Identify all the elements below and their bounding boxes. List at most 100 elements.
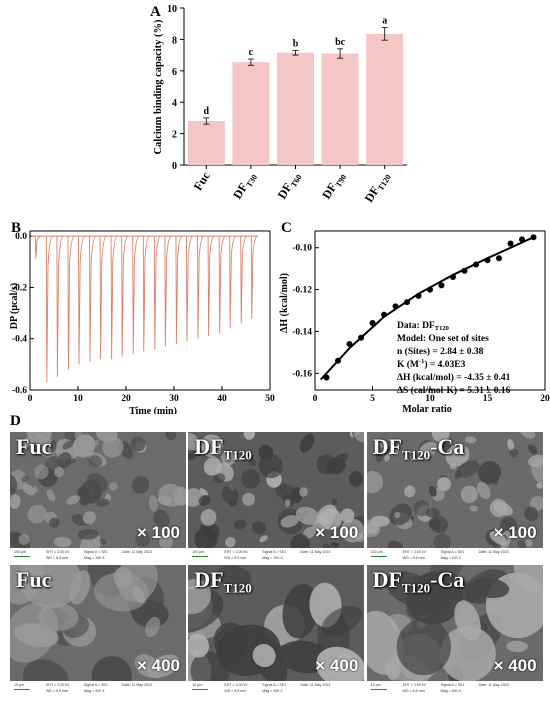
sem-particle <box>234 519 247 530</box>
sem-particle <box>490 474 499 485</box>
sem-particle <box>296 506 320 525</box>
sem-info-text: Mag = 400 X <box>440 689 462 693</box>
x-tick-label: 15 <box>483 394 493 404</box>
injection-peak <box>153 235 161 349</box>
sem-particle <box>148 494 158 512</box>
sem-magnification-label: × 100 <box>136 523 180 542</box>
sem-particle <box>204 457 222 476</box>
sem-particle <box>48 517 60 528</box>
sem-particle <box>188 578 212 615</box>
sem-info-text: WD = 8.5 mm <box>46 556 69 560</box>
y-tick-label: -0.2 <box>12 283 27 293</box>
sem-particle <box>252 520 267 535</box>
data-point <box>473 261 479 268</box>
injection-peak <box>67 235 75 370</box>
sem-info-text: WD = 8.5 mm <box>46 689 69 693</box>
sem-info-bar: 100 μm EHT = 3.00 kV WD = 8.5 mm Signal A =… <box>366 548 543 563</box>
sem-particle <box>21 475 29 483</box>
sem-particle <box>199 488 209 497</box>
sem-particle <box>432 533 451 548</box>
sem-magnification-label: × 400 <box>493 656 537 675</box>
sem-particle <box>508 448 519 458</box>
sem-particle <box>135 531 151 547</box>
sem-texture <box>10 565 180 681</box>
injection-peak <box>45 235 53 383</box>
sem-particle <box>22 659 69 681</box>
sem-particle <box>375 453 384 462</box>
sem-scale-bar <box>14 556 30 557</box>
sem-info-text: Mag = 100 X <box>440 556 462 560</box>
y-tick-label: 4 <box>172 98 177 109</box>
sem-texture <box>188 565 365 681</box>
x-tick-label: 30 <box>169 394 179 404</box>
significance-letter: a <box>382 16 387 27</box>
x-tick-label: DFT60 <box>275 169 304 202</box>
sem-sample-label: DFT120 <box>194 434 252 463</box>
injection-peak <box>78 235 85 365</box>
y-tick-label: 0 <box>172 161 177 172</box>
sem-particle <box>387 449 398 456</box>
data-point <box>461 267 468 274</box>
sem-particle <box>38 603 79 631</box>
sem-particle <box>66 495 81 505</box>
sem-particle <box>413 499 430 517</box>
calcium-binding-bar-chart: Calcium binding capacity (%) 0 2 4 6 8 10 d Fuc… <box>153 4 407 205</box>
sem-micrograph: DFT120 × 100 100 μm EHT = 3.00 kV WD = 8.5 m… <box>188 432 365 563</box>
sem-particle <box>241 469 261 489</box>
sem-info-bar: 10 μm EHT = 3.00 kV WD = 8.5 mm Signal A = … <box>366 681 543 696</box>
sem-particle <box>322 543 331 548</box>
sem-sample-label: DFT120 <box>194 567 252 596</box>
data-point <box>530 234 537 241</box>
annotation-n: n (Sites) = 2.84 ± 0.38 <box>397 346 484 357</box>
itc-thermogram-chart: DP (μcal/s) Time (min) 0 10 20 30 40 50 0.0 -0.… <box>9 230 275 414</box>
sem-particle <box>523 506 539 522</box>
sem-particle <box>243 432 256 440</box>
sem-info-text: Date: 11 May 2023 <box>122 683 153 687</box>
injection-peak <box>218 235 226 334</box>
sem-particle <box>449 462 457 470</box>
data-point <box>392 303 399 310</box>
x-axis-label: Molar ratio <box>402 404 452 414</box>
sem-particle <box>200 434 224 458</box>
sem-info-text: EHT = 3.00 kV <box>224 550 248 554</box>
injection-peak <box>34 235 42 260</box>
y-tick-label: -0.10 <box>292 244 312 254</box>
sem-particle <box>445 444 470 467</box>
sem-particle <box>82 511 97 525</box>
sem-particle <box>396 618 451 676</box>
sem-texture <box>366 565 543 681</box>
plot-frame <box>29 230 271 391</box>
panel-letter-d: D <box>10 413 21 429</box>
x-tick-label: 0 <box>313 394 318 404</box>
panel-letter-c: C <box>281 220 292 236</box>
sem-particle <box>418 441 437 458</box>
sem-particle <box>198 495 211 506</box>
sem-info-text: Signal A = SE1 <box>262 683 287 687</box>
sem-particle <box>96 432 118 443</box>
sem-info-text: Signal A = SE1 <box>84 683 108 687</box>
sem-particle <box>73 434 96 458</box>
x-tick-label: DFT30 <box>230 169 259 202</box>
sem-particle <box>454 469 462 480</box>
sem-particle <box>18 534 30 545</box>
sem-particle <box>505 640 528 653</box>
data-point <box>450 274 456 281</box>
sem-micrograph: DFT120 × 400 10 μm EHT = 3.00 kV WD = 8.5 mm… <box>188 565 365 696</box>
sem-info-text: WD = 8.5 mm <box>402 556 425 560</box>
sem-particle <box>174 486 186 506</box>
x-tick-label: 20 <box>121 394 131 404</box>
panel-letter-a: A <box>150 4 161 20</box>
sem-particle <box>62 440 74 450</box>
sem-particle <box>331 498 338 505</box>
sem-particle <box>34 464 49 480</box>
sem-particle <box>430 516 448 534</box>
sem-particle <box>386 663 400 681</box>
sem-particle <box>499 516 518 536</box>
sem-particle <box>489 531 507 546</box>
injection-peak <box>89 235 96 362</box>
sem-info-text: Mag = 400 X <box>262 689 283 693</box>
sem-particle <box>282 584 320 639</box>
data-point <box>438 282 445 289</box>
y-tick-label: 10 <box>167 4 177 15</box>
sem-particle <box>299 487 309 497</box>
